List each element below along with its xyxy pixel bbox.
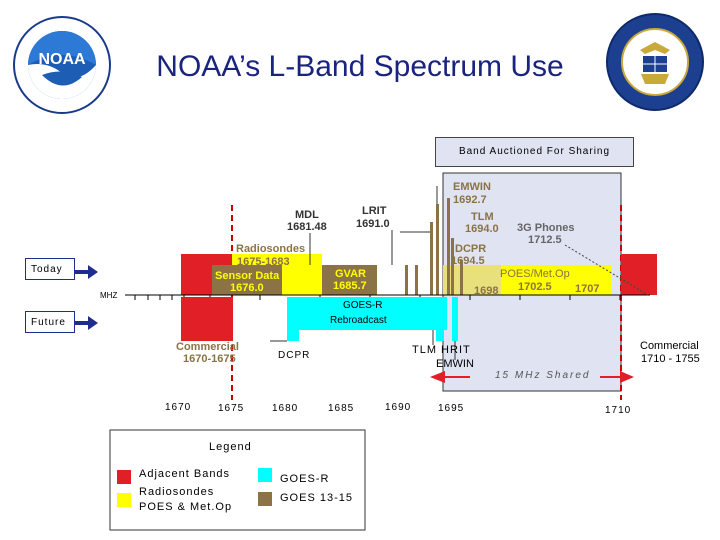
gvar-band	[322, 265, 377, 295]
shared-right-arrow-icon	[620, 371, 634, 383]
legend-label-radiosondes: Radiosondes POES & Met.Op	[139, 486, 233, 513]
legend-label-goes-r: GOES-R	[280, 473, 330, 485]
axis-tick-1670: 1670	[165, 402, 192, 413]
svg-text:NOAA: NOAA	[38, 51, 86, 68]
emwin-label: EMWIN	[453, 181, 491, 193]
axis-tick-1690: 1690	[385, 402, 412, 413]
poes-freq-3: 1707	[575, 283, 600, 295]
dcpr-future-label: DCPR	[278, 350, 311, 361]
future-label: Future	[31, 317, 66, 328]
legend-title: Legend	[209, 441, 252, 453]
axis-tick-1685: 1685	[328, 403, 355, 414]
adjacent-band-right-today	[621, 254, 657, 295]
phones-freq: 1712.5	[528, 234, 562, 246]
radiosondes-label: Radiosondes	[236, 243, 306, 255]
tlm-hrit-label: TLM HRIT	[412, 344, 471, 356]
goes-r-band	[287, 297, 447, 330]
mhz-label: MHZ	[100, 291, 118, 300]
dcpr-freq: 1694.5	[451, 255, 485, 267]
legend-swatch-radiosondes	[117, 493, 131, 507]
radiosondes-range: 1675-1683	[237, 256, 290, 268]
tlm-label: TLM	[471, 211, 494, 223]
axis-tick-1675: 1675	[218, 403, 245, 414]
emwin-freq: 1692.7	[453, 194, 487, 206]
axis-tick-1680: 1680	[272, 403, 299, 414]
lrit-label: LRIT	[362, 205, 387, 217]
poes-label: POES/Met.Op	[500, 268, 570, 280]
today-label-box	[25, 258, 75, 280]
today-label: Today	[31, 264, 63, 275]
commercial-left-range: 1670-1675	[183, 353, 236, 365]
shared-left-arrow-icon	[430, 371, 445, 383]
sensor-data-band	[212, 265, 282, 295]
today-arrow-icon	[72, 265, 98, 279]
future-label-box	[25, 311, 75, 333]
commercial-right-label: Commercial	[640, 340, 699, 352]
gvar-freq: 1685.7	[333, 280, 367, 292]
goes-r-rebroadcast: Rebroadcast	[330, 315, 387, 326]
commercial-right-range: 1710 - 1755	[641, 353, 700, 365]
future-arrow-icon	[72, 316, 98, 330]
legend-swatch-goes-r	[258, 468, 272, 482]
goes-r-label: GOES-R	[343, 300, 383, 311]
gvar-label: GVAR	[335, 268, 366, 280]
mdl-label: MDL	[295, 209, 319, 221]
axis-tick-1695: 1695	[438, 403, 465, 414]
sensor-data-freq: 1676.0	[230, 282, 264, 294]
commercial-left-label: Commercial	[176, 341, 239, 353]
phones-label: 3G Phones	[517, 222, 575, 234]
band-auctioned-label: Band Auctioned For Sharing	[435, 137, 634, 167]
shared-label: 15 MHz Shared	[495, 370, 591, 381]
legend-label-goes: GOES 13-15	[280, 492, 353, 504]
dcpr-label: DCPR	[455, 243, 487, 255]
poes-freq-1: 1698	[474, 285, 499, 297]
axis-tick-1710: 1710	[605, 405, 632, 416]
noaa-logo: NOAA	[12, 15, 112, 115]
adjacent-band-future	[181, 297, 233, 341]
tlm-freq: 1694.0	[465, 223, 499, 235]
legend-box	[109, 429, 366, 531]
mdl-freq: 1681.48	[287, 221, 327, 233]
sensor-data-label: Sensor Data	[215, 270, 280, 282]
emwin-future-label: EMWIN	[436, 358, 474, 370]
page-title: NOAA’s L-Band Spectrum Use	[156, 50, 564, 83]
poes-freq-2: 1702.5	[518, 281, 552, 293]
commerce-seal-logo	[605, 12, 705, 112]
legend-label-adjacent: Adjacent Bands	[139, 468, 231, 480]
legend-swatch-goes	[258, 492, 272, 506]
legend-swatch-adjacent	[117, 470, 131, 484]
lrit-freq: 1691.0	[356, 218, 390, 230]
